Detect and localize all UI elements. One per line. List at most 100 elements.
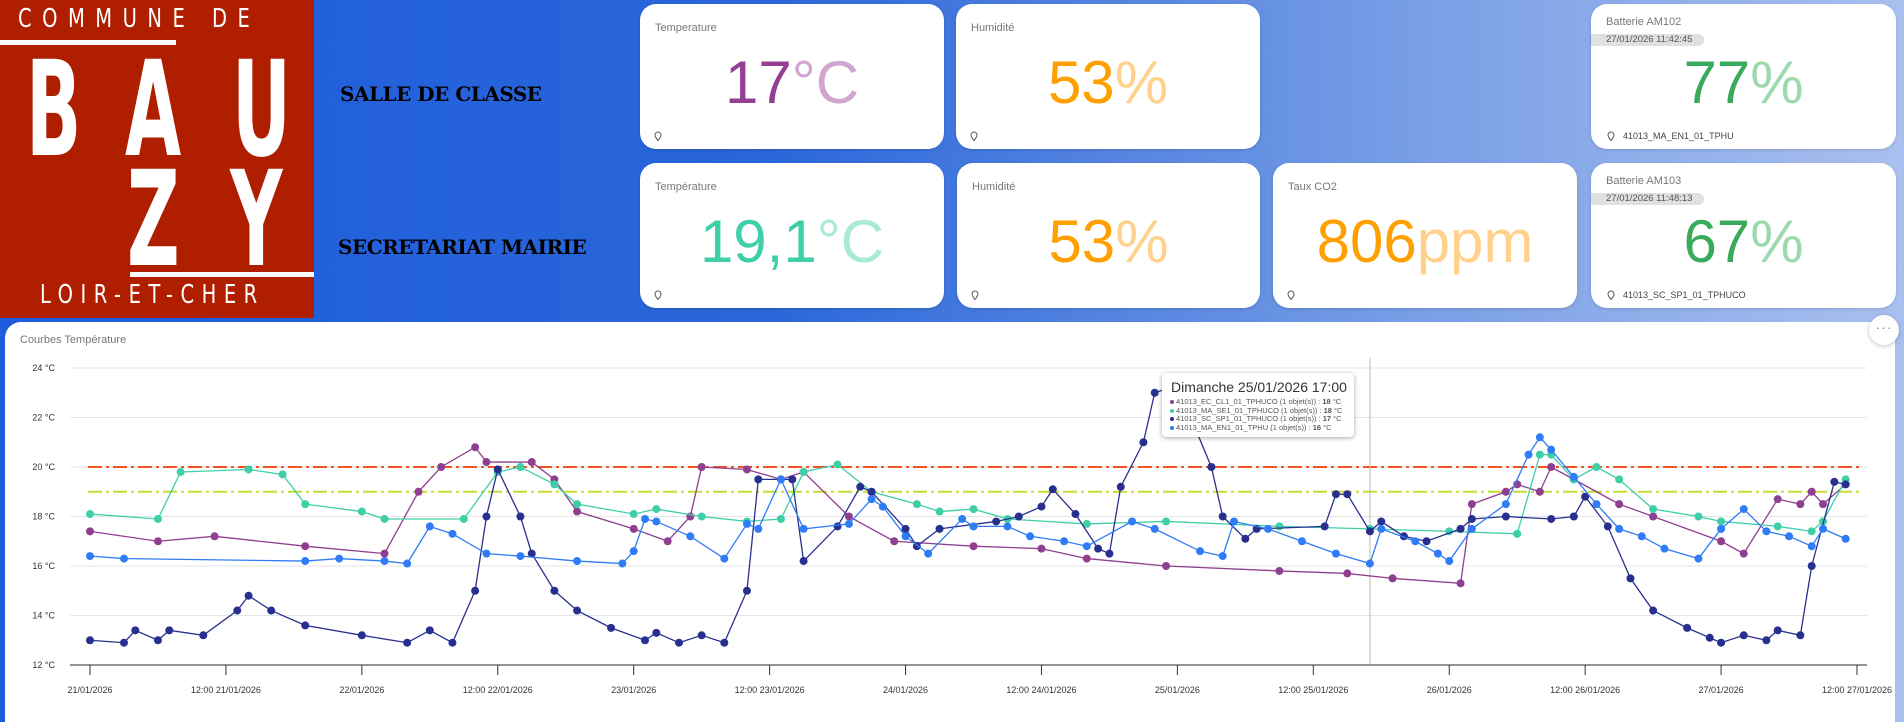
data-point xyxy=(1717,517,1726,526)
logo-letter: Y xyxy=(230,143,283,297)
card-salle-temperature[interactable]: Temperature 17°C xyxy=(640,4,944,149)
data-point xyxy=(1705,633,1714,642)
data-point xyxy=(1433,549,1442,558)
x-tick-label: 12:00 23/01/2026 xyxy=(735,685,805,695)
tooltip-series-name: 41013_EC_CL1_01_TPHUCO (1 objet(s)) : xyxy=(1176,397,1323,406)
data-point xyxy=(742,465,751,474)
data-point xyxy=(437,463,446,471)
card-batterie-am102[interactable]: Batterie AM102 27/01/2026 11:42:45 77% 4… xyxy=(1591,4,1896,149)
card-batterie-am103[interactable]: Batterie AM103 27/01/2026 11:48:13 67% 4… xyxy=(1591,163,1896,308)
location-pin-icon xyxy=(654,290,662,300)
y-tick-label: 20 °C xyxy=(32,462,55,472)
data-point xyxy=(912,500,921,509)
x-tick-label: 22/01/2026 xyxy=(339,685,384,695)
data-point xyxy=(573,606,582,615)
card-salle-humidite[interactable]: Humidité 53% xyxy=(956,4,1260,149)
card-label: Taux CO2 xyxy=(1288,181,1337,193)
tooltip-unit: °C xyxy=(1330,397,1342,406)
data-point xyxy=(86,510,94,519)
data-point xyxy=(1388,574,1397,583)
temperature-chart[interactable]: 12 °C14 °C16 °C18 °C20 °C22 °C24 °C21/01… xyxy=(0,322,1904,710)
data-point xyxy=(799,557,808,566)
logo-letter: Z xyxy=(127,143,180,297)
data-point xyxy=(516,512,525,521)
value-unit: °C xyxy=(791,49,860,116)
y-tick-label: 18 °C xyxy=(32,512,55,522)
data-point xyxy=(199,631,208,640)
data-point xyxy=(1694,554,1703,563)
data-point xyxy=(652,628,661,637)
data-point xyxy=(1773,495,1782,504)
card-secretariat-co2[interactable]: Taux CO2 806ppm xyxy=(1273,163,1577,308)
data-point xyxy=(1535,450,1544,459)
x-tick-label: 26/01/2026 xyxy=(1427,685,1472,695)
data-point xyxy=(459,514,468,523)
location-pin-icon xyxy=(1607,290,1615,300)
chart-title: Courbes Température xyxy=(20,334,127,346)
card-secretariat-temperature[interactable]: Température 19,1°C xyxy=(640,163,944,308)
card-secretariat-humidite[interactable]: Humidité 53% xyxy=(957,163,1260,308)
data-point xyxy=(1230,517,1239,526)
data-point xyxy=(776,475,785,484)
data-point xyxy=(1807,542,1816,551)
data-point xyxy=(1501,500,1510,509)
data-point xyxy=(1071,510,1080,519)
data-point xyxy=(1807,527,1816,536)
data-point xyxy=(1060,537,1069,546)
value-number: 77 xyxy=(1683,49,1751,116)
data-point xyxy=(119,638,128,647)
data-point xyxy=(1535,487,1544,496)
data-point xyxy=(867,487,876,496)
tooltip-unit: °C xyxy=(1331,405,1343,415)
data-point xyxy=(1207,463,1216,471)
data-point xyxy=(641,514,650,523)
x-tick-label: 12:00 22/01/2026 xyxy=(463,685,533,695)
more-options-button[interactable]: ··· xyxy=(1869,315,1899,345)
data-point xyxy=(629,547,638,556)
data-point xyxy=(1524,450,1533,459)
data-point xyxy=(414,487,423,496)
data-point xyxy=(1513,529,1522,538)
x-tick-label: 12:00 26/01/2026 xyxy=(1550,685,1620,695)
data-point xyxy=(754,524,763,533)
device-location: 41013_MA_EN1_01_TPHU xyxy=(1623,131,1734,141)
data-point xyxy=(1218,552,1227,561)
data-point xyxy=(663,537,672,546)
data-point xyxy=(1365,527,1374,536)
value-unit: °C xyxy=(816,208,885,275)
data-point xyxy=(1649,505,1658,514)
data-point xyxy=(1331,490,1340,499)
data-point xyxy=(335,554,344,563)
logo-letter: B xyxy=(26,33,82,187)
data-point xyxy=(1026,532,1035,541)
card-label: Humidité xyxy=(971,22,1015,34)
data-point xyxy=(403,638,412,647)
logo-divider xyxy=(0,40,176,45)
location-pin-icon xyxy=(971,290,979,300)
data-point xyxy=(1037,502,1046,511)
data-point xyxy=(1739,505,1748,514)
data-point xyxy=(244,465,253,474)
data-point xyxy=(1717,537,1726,546)
data-point xyxy=(1717,638,1726,647)
data-point xyxy=(1048,485,1057,494)
data-point xyxy=(1467,500,1476,509)
timestamp-pill: 27/01/2026 11:48:13 xyxy=(1591,193,1705,205)
data-point xyxy=(1660,544,1669,553)
data-point xyxy=(856,482,865,491)
data-point xyxy=(1241,534,1250,543)
value-unit: % xyxy=(1115,208,1169,275)
data-point xyxy=(867,495,876,504)
data-point xyxy=(550,480,559,489)
data-point xyxy=(992,517,1001,526)
card-label: Humidité xyxy=(972,181,1016,193)
data-point xyxy=(1501,512,1510,521)
x-tick-label: 21/01/2026 xyxy=(67,685,112,695)
value-unit: % xyxy=(1750,208,1804,275)
data-point xyxy=(754,475,763,484)
location-pin-icon xyxy=(1287,290,1295,300)
data-point xyxy=(901,532,910,541)
tooltip-unit: °C xyxy=(1331,414,1342,423)
data-point xyxy=(1501,487,1510,496)
data-point xyxy=(1037,544,1046,553)
